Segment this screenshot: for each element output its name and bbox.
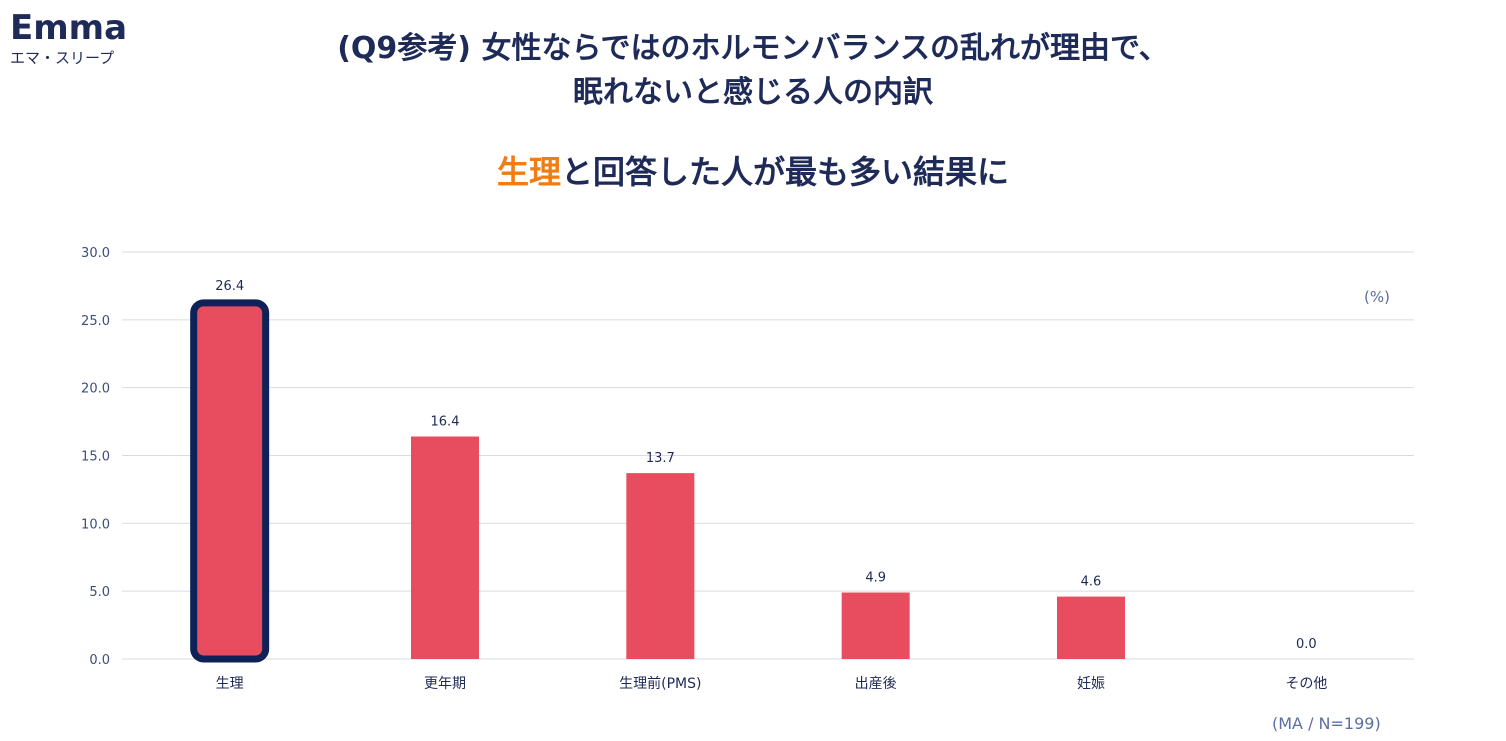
chart-title-line2: 眠れないと感じる人の内訳 [573,75,933,110]
y-tick-label: 5.0 [89,585,110,600]
x-category-label: その他 [1285,676,1327,692]
bar-value-label: 4.9 [865,571,886,586]
chart-title-line1: (Q9参考) 女性ならではのホルモンバランスの乱れが理由で、 [337,31,1169,66]
bar-highlighted [190,299,270,663]
y-tick-label: 15.0 [81,450,110,465]
bar-value-label: 16.4 [431,415,460,430]
y-tick-label: 0.0 [89,653,110,668]
subtitle-rest: と回答した人が最も多い結果に [561,153,1010,191]
subtitle-highlight: 生理 [496,153,561,191]
unit-label: (%) [1364,288,1390,306]
bar-value-label: 4.6 [1081,575,1102,590]
y-tick-label: 25.0 [81,314,110,329]
bar [1057,596,1125,659]
x-category-label: 更年期 [424,676,466,692]
brand-logo: Emma エマ・スリープ [10,10,140,74]
bar [841,592,910,659]
x-category-label: 生理 [216,676,244,692]
y-tick-label: 30.0 [81,246,110,261]
y-tick-label: 10.0 [81,517,110,532]
x-category-label: 出産後 [855,676,897,692]
sample-note: (MA / N=199) [1272,714,1381,733]
x-category-label: 生理前(PMS) [619,675,701,692]
bar [411,436,479,659]
logo-wordmark: Emma [10,8,128,48]
chart-subtitle: 生理と回答した人が最も多い結果に [150,150,1356,194]
y-tick-label: 20.0 [81,382,110,397]
x-category-label: 妊娠 [1077,676,1105,692]
bar [626,473,695,659]
bar-value-label: 0.0 [1296,637,1317,652]
logo-subtitle: エマ・スリープ [10,49,115,67]
bar-value-label: 26.4 [215,279,244,294]
bar-value-label: 13.7 [646,451,675,466]
